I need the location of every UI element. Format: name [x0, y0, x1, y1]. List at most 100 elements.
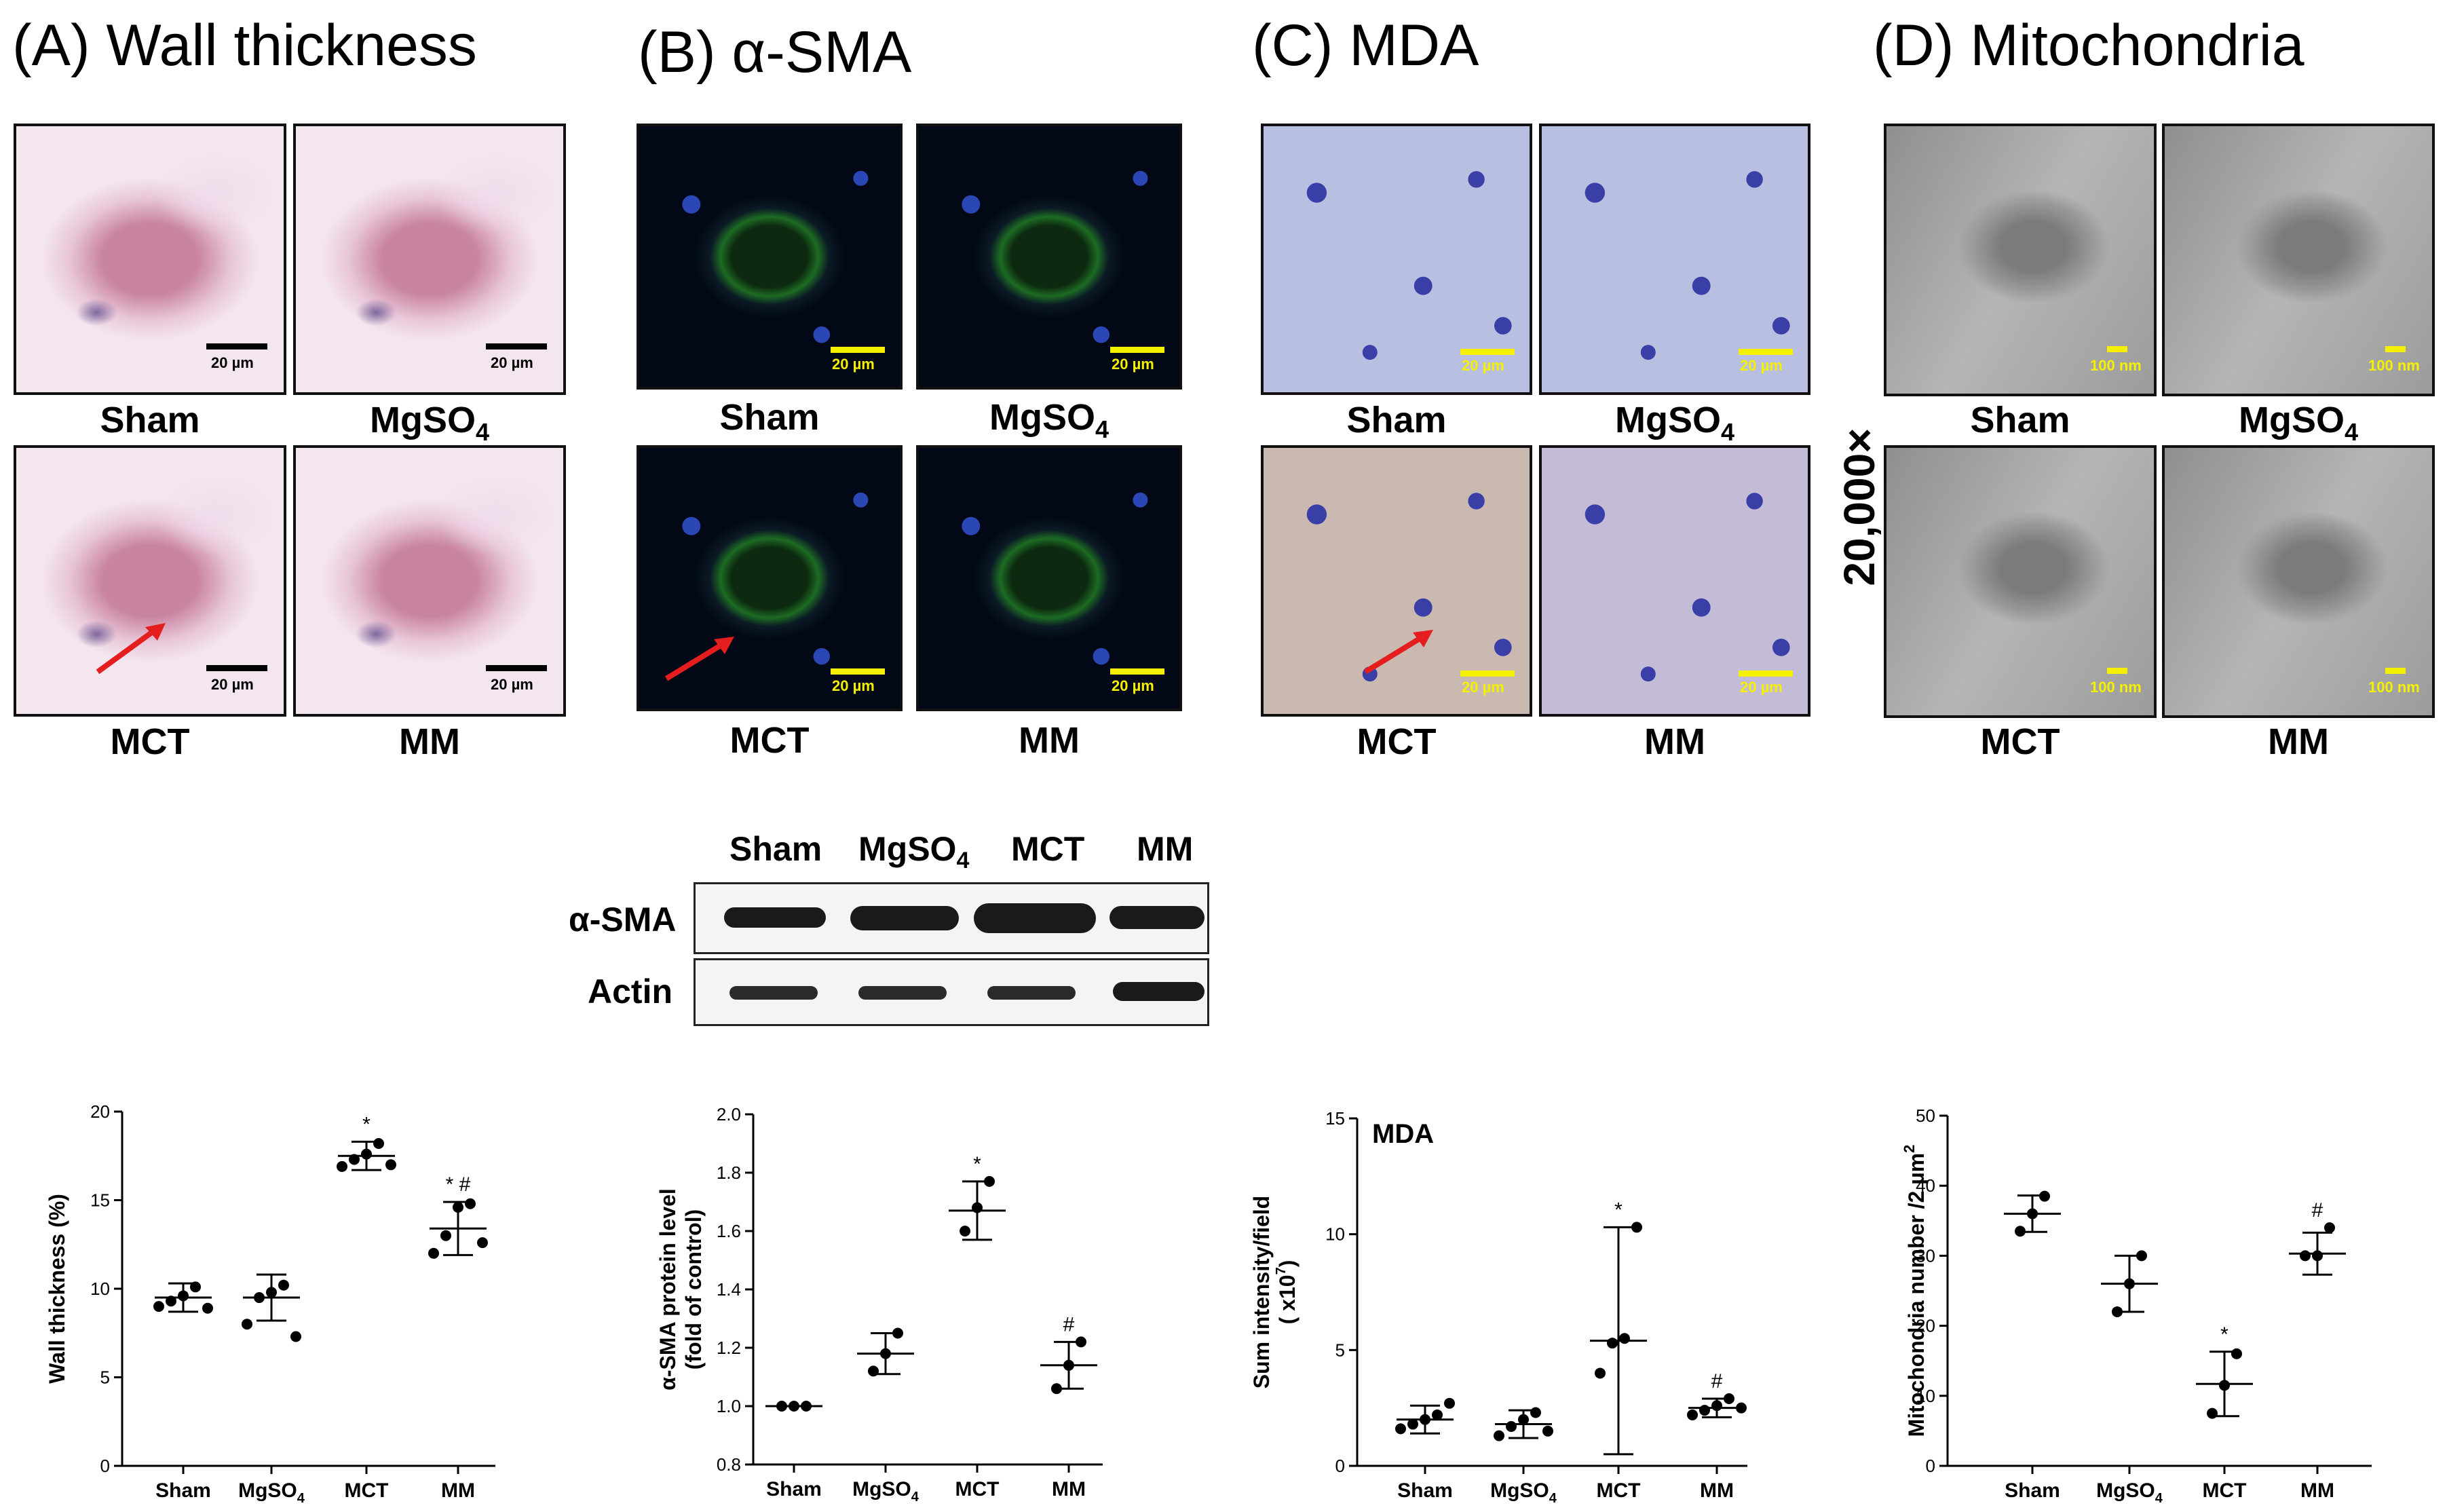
- data-point: [373, 1137, 384, 1149]
- label-mm: MM: [399, 721, 460, 762]
- x-tick-label: Sham: [766, 1478, 822, 1500]
- if-image-mgso4: 20 µm: [916, 124, 1182, 390]
- wb-strip-alpha-sma: [694, 882, 1209, 954]
- y-tick-label: 2.0: [717, 1104, 741, 1124]
- scale-bar: [1739, 670, 1793, 677]
- data-point: [465, 1198, 476, 1209]
- data-point: [2207, 1407, 2218, 1419]
- wb-band: [858, 986, 947, 1000]
- data-point: [2231, 1348, 2242, 1359]
- data-point: [1699, 1405, 1710, 1416]
- chart-3: 0 5 10 15 Sham MgSO4 MCT MM Sum intensity/field(…: [1249, 1108, 1747, 1506]
- label-sham: Sham: [100, 400, 200, 440]
- y-axis-label-2: ( x107): [1274, 1260, 1300, 1325]
- x-tick-label: MM: [2300, 1479, 2334, 1502]
- x-tick-label: MCT: [1597, 1479, 1641, 1502]
- label-mct: MCT: [1357, 721, 1437, 762]
- data-point: [2039, 1190, 2050, 1202]
- label-mm: MM: [2268, 721, 2329, 762]
- data-point: [868, 1365, 879, 1377]
- y-axis-label: Mitochondria number /2 µm2: [1901, 1145, 1929, 1437]
- data-point: [2112, 1306, 2123, 1317]
- scale-bar-label: 20 µm: [832, 356, 875, 373]
- data-point: [972, 1202, 983, 1213]
- label-mgso4: MgSO4: [369, 400, 490, 446]
- ihc-image-mm: 20 µm: [1539, 445, 1810, 717]
- x-tick-label: MM: [1700, 1479, 1734, 1502]
- y-tick-label: 0: [1335, 1456, 1345, 1476]
- scale-bar-label: 100 nm: [2090, 679, 2142, 696]
- y-tick-label: 15: [1325, 1108, 1345, 1129]
- wb-band: [987, 986, 1076, 1000]
- data-point: [166, 1296, 176, 1307]
- em-image-sham: 100 nm: [1884, 124, 2157, 396]
- charts-area: 0 5 10 15 20 Sham MgSO4 MCT MM Wall thickness (%)…: [45, 1101, 2372, 1506]
- scale-bar: [2107, 668, 2127, 674]
- wb-lane-mgso4: MgSO4: [858, 830, 970, 873]
- data-point: [1444, 1397, 1455, 1409]
- data-point: [1518, 1414, 1529, 1425]
- x-tick-label: MgSO4: [1490, 1479, 1557, 1506]
- label-mm: MM: [1019, 720, 1080, 761]
- x-tick-label: Sham: [155, 1479, 211, 1502]
- data-point: [2312, 1250, 2323, 1262]
- data-point: [1724, 1393, 1734, 1405]
- data-point: [1076, 1336, 1086, 1348]
- wb-band: [729, 986, 818, 1000]
- data-point: [385, 1159, 396, 1171]
- data-point: [1506, 1420, 1517, 1432]
- x-tick-label: Sham: [1397, 1479, 1453, 1502]
- data-point: [960, 1226, 970, 1236]
- scale-bar-label: 20 µm: [491, 354, 533, 371]
- data-point: [1395, 1423, 1406, 1435]
- scale-bar-label: 20 µm: [1462, 357, 1504, 374]
- data-point: [190, 1281, 201, 1293]
- data-point: [776, 1401, 787, 1412]
- data-point: [1736, 1402, 1747, 1414]
- scale-bar-label: 20 µm: [1112, 356, 1154, 373]
- scale-bar-label: 20 µm: [211, 354, 254, 371]
- scale-bar: [1460, 670, 1515, 677]
- label-mct: MCT: [729, 720, 810, 761]
- y-tick-label: 0: [100, 1456, 110, 1476]
- scale-bar: [831, 347, 885, 353]
- y-tick-label: 15: [90, 1190, 110, 1211]
- panel-d-title: (D) Mitochondria: [1873, 13, 2304, 78]
- y-axis-label-2: (fold of control): [681, 1209, 706, 1369]
- y-tick-label: 50: [1916, 1105, 1935, 1126]
- if-image-mm: 20 µm: [916, 445, 1182, 711]
- scale-bar-label: 100 nm: [2368, 357, 2420, 374]
- x-tick-label: MCT: [345, 1479, 389, 1502]
- scale-bar-label: 20 µm: [832, 677, 875, 694]
- scale-bar: [1739, 349, 1793, 355]
- wb-band: [974, 903, 1096, 933]
- x-tick-label: MgSO4: [852, 1478, 919, 1505]
- data-point: [1687, 1409, 1698, 1420]
- if-image-sham: 20 µm: [637, 124, 903, 390]
- data-point: [202, 1302, 213, 1314]
- label-mgso4: MgSO4: [1614, 400, 1735, 446]
- y-tick-label: 5: [1335, 1340, 1345, 1360]
- wb-band: [850, 906, 959, 930]
- label-sham: Sham: [1970, 400, 2070, 440]
- panel-a-title: (A) Wall thickness: [12, 13, 477, 78]
- label-sham: Sham: [1346, 400, 1447, 440]
- data-point: [2027, 1208, 2038, 1220]
- wb-row-alpha-sma: α-SMA: [569, 901, 677, 939]
- if-image-mct: 20 µm: [637, 445, 903, 711]
- y-tick-label: 5: [100, 1367, 110, 1388]
- he-image-sham: 20 µm: [14, 124, 286, 395]
- data-point: [1407, 1418, 1418, 1430]
- y-tick-label: 1.6: [717, 1221, 741, 1241]
- scale-bar-label: 20 µm: [491, 676, 533, 693]
- data-point: [2300, 1250, 2311, 1262]
- data-point: [801, 1401, 812, 1412]
- y-tick-label: 1.0: [717, 1396, 741, 1416]
- x-tick-label: MM: [1052, 1478, 1086, 1500]
- data-point: [266, 1287, 277, 1298]
- panel-b-title: (B) α-SMA: [638, 20, 912, 85]
- data-point: [1051, 1383, 1062, 1395]
- wb-band: [1113, 982, 1204, 1001]
- data-point: [2324, 1222, 2335, 1234]
- scale-bar: [206, 665, 267, 671]
